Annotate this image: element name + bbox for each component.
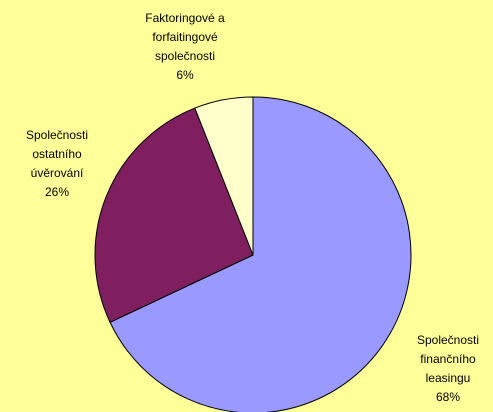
pie-slice [94,107,254,323]
value-label: 6% [176,68,194,82]
value-label: 26% [44,185,70,199]
slice-label: Společnosti finančního leasingu 68% [408,331,488,407]
pie-slice [109,96,412,412]
category-label: Společnosti finančního leasingu [416,333,480,385]
slice-label: Faktoringové a forfaitingové společnosti… [130,9,240,85]
category-label: Faktoringové a forfaitingové společnosti [145,11,225,63]
value-label: 68% [435,390,461,404]
category-label: Společnosti ostatního úvěrování [25,128,89,180]
pie-slice [194,96,254,256]
slice-label: Společnosti ostatního úvěrování 26% [17,126,97,202]
